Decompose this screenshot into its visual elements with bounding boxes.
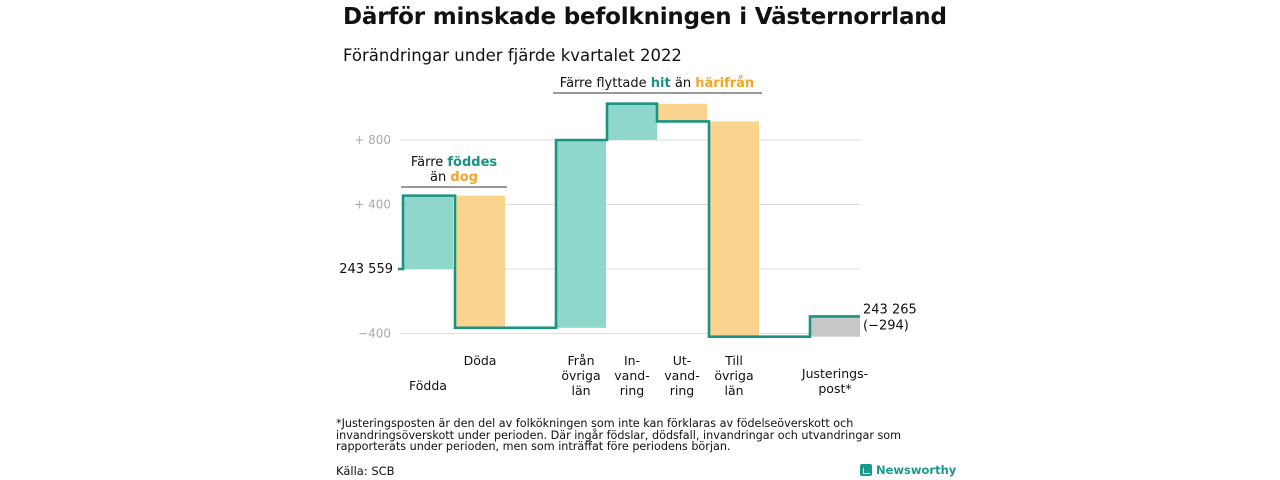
- brand-logo[interactable]: Newsworthy: [860, 463, 956, 477]
- footnote: *Justeringsposten är den del av folkökni…: [336, 417, 902, 453]
- start-value-label: 243 559: [339, 262, 393, 277]
- annotation-text: Färre föddes: [411, 155, 498, 170]
- x-category-label: ring: [620, 383, 644, 398]
- x-category-label: län: [724, 383, 743, 398]
- bar-4: [657, 103, 707, 122]
- annotation-text: än dog: [430, 170, 478, 185]
- x-category-label: Döda: [464, 353, 497, 368]
- end-value-label: 243 265: [863, 302, 917, 317]
- chart-title: Därför minskade befolkningen i Västernor…: [343, 4, 947, 30]
- y-tick-label: −400: [358, 327, 391, 341]
- x-category-label: Justerings-: [801, 366, 868, 381]
- bar-5: [709, 121, 759, 337]
- step-line: [398, 102, 860, 339]
- bar-1: [455, 195, 505, 328]
- x-category-label: övriga: [561, 368, 600, 383]
- x-category-label: Från: [567, 353, 594, 368]
- x-category-label: post*: [818, 381, 851, 396]
- x-category-label: vand-: [614, 368, 649, 383]
- chart-subtitle: Förändringar under fjärde kvartalet 2022: [343, 46, 682, 65]
- x-category-label: län: [571, 383, 590, 398]
- x-category-label: vand-: [664, 368, 699, 383]
- end-change-label: (−294): [863, 318, 909, 333]
- brand-name: Newsworthy: [876, 463, 957, 477]
- annotation-text: Färre flyttade hit än härifrån: [560, 76, 754, 91]
- x-category-label: Till: [724, 353, 743, 368]
- y-tick-label: + 400: [354, 198, 391, 212]
- source-label: Källa: SCB: [336, 464, 395, 478]
- x-category-label: Födda: [409, 378, 447, 393]
- x-category-label: ring: [670, 383, 694, 398]
- y-tick-label: + 800: [354, 133, 391, 147]
- x-category-label: övriga: [714, 368, 753, 383]
- bar-3: [607, 103, 657, 140]
- bar-2: [556, 140, 606, 328]
- bar-6: [810, 316, 860, 337]
- bar-0: [403, 195, 453, 269]
- x-category-label: In-: [624, 353, 640, 368]
- newsworthy-icon: [860, 464, 872, 476]
- x-category-label: Ut-: [673, 353, 692, 368]
